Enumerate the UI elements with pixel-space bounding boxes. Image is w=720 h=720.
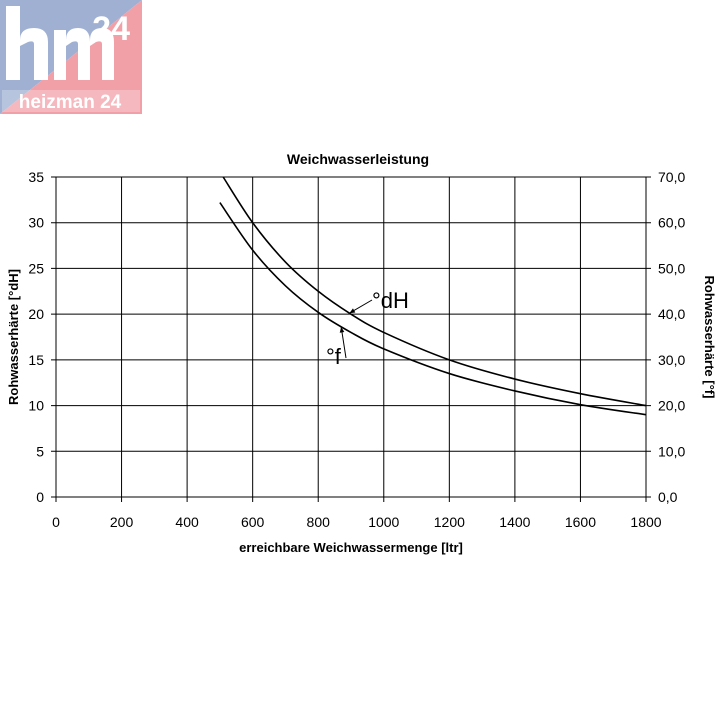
plot-frame — [55, 176, 647, 498]
y-tick-labels: 0 5 10 15 20 25 30 35 — [28, 169, 44, 505]
y2-tick-label: 60,0 — [658, 215, 685, 231]
annotation-arrowhead — [349, 308, 356, 314]
annotations: °dH °f — [326, 288, 409, 369]
y-axis-title: Rohwasserhärte [°dH] — [6, 269, 21, 405]
y-tick-label: 20 — [28, 306, 44, 322]
x-tick-label: 600 — [241, 514, 265, 530]
series-line-f — [219, 202, 647, 416]
y-tick-label: 30 — [28, 215, 44, 231]
y2-tick-label: 10,0 — [658, 443, 685, 459]
x-tick-label: 0 — [52, 514, 60, 530]
x-tick-label: 1000 — [368, 514, 399, 530]
y2-tick-label: 30,0 — [658, 352, 685, 368]
y-tick-label: 10 — [28, 398, 44, 414]
y-tick-label: 15 — [28, 352, 44, 368]
chart-title: Weichwasserleistung — [287, 151, 429, 167]
grid — [51, 176, 651, 502]
y-tick-label: 5 — [36, 443, 44, 459]
x-tick-label: 1800 — [630, 514, 661, 530]
annotation-arrowhead — [339, 326, 345, 333]
heizman24-logo: 24 heizman 24 — [0, 0, 142, 114]
softwater-capacity-chart: 0 200 400 600 800 1000 1200 1400 1600 1800 0 5 10 15… — [6, 151, 717, 555]
logo-number: 24 — [92, 10, 130, 48]
y2-tick-label: 20,0 — [658, 398, 685, 414]
y2-axis-title: Rohwasserhärte [°f] — [702, 276, 717, 399]
logo-wordmark: heizman 24 — [19, 92, 122, 113]
x-axis-title: erreichbare Weichwassermenge [ltr] — [239, 540, 463, 555]
x-tick-label: 1400 — [499, 514, 530, 530]
logo-mark — [6, 6, 114, 80]
x-tick-labels: 0 200 400 600 800 1000 1200 1400 1600 1800 — [52, 514, 662, 530]
y2-tick-label: 40,0 — [658, 306, 685, 322]
annotation-label: °f — [326, 344, 342, 369]
x-tick-label: 1200 — [434, 514, 465, 530]
x-tick-label: 1600 — [565, 514, 596, 530]
y2-tick-label: 70,0 — [658, 169, 685, 185]
y-tick-label: 25 — [28, 260, 44, 276]
series-line-dh — [222, 176, 647, 407]
x-tick-label: 400 — [175, 514, 199, 530]
y2-tick-labels: 0,0 10,0 20,0 30,0 40,0 50,0 60,0 70,0 — [658, 169, 685, 505]
annotation-label: °dH — [372, 288, 409, 313]
series-lines — [219, 176, 647, 416]
y-tick-label: 35 — [28, 169, 44, 185]
y2-tick-label: 50,0 — [658, 260, 685, 276]
y-tick-label: 0 — [36, 489, 44, 505]
x-tick-label: 800 — [307, 514, 331, 530]
x-tick-label: 200 — [110, 514, 134, 530]
y2-tick-label: 0,0 — [658, 489, 678, 505]
